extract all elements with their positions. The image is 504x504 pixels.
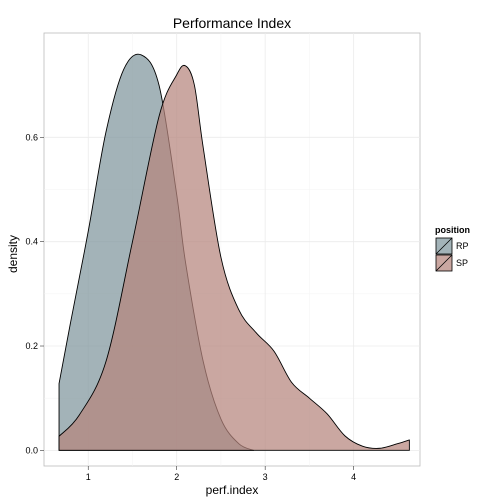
legend: position RP SP (435, 225, 470, 272)
y-axis-title: density (6, 235, 20, 273)
chart-title: Performance Index (173, 15, 291, 31)
x-axis: 1 2 3 4 (86, 466, 356, 482)
x-tick-label: 3 (263, 472, 268, 482)
x-tick-label: 2 (174, 472, 179, 482)
x-tick-label: 4 (351, 472, 356, 482)
legend-title: position (435, 225, 470, 235)
density-areas (58, 53, 410, 451)
legend-key-slash (435, 254, 453, 272)
x-tick-label: 1 (86, 472, 91, 482)
legend-label-sp: SP (456, 258, 468, 268)
y-tick-label: 0.6 (25, 132, 38, 142)
density-area-sp (58, 64, 410, 451)
y-tick-label: 0.4 (25, 237, 38, 247)
y-axis: 0.0 0.2 0.4 0.6 (25, 132, 44, 455)
legend-label-rp: RP (456, 241, 469, 251)
y-tick-label: 0.2 (25, 341, 38, 351)
x-axis-title: perf.index (206, 483, 259, 497)
y-tick-label: 0.0 (25, 445, 38, 455)
legend-key-slash (435, 237, 453, 255)
